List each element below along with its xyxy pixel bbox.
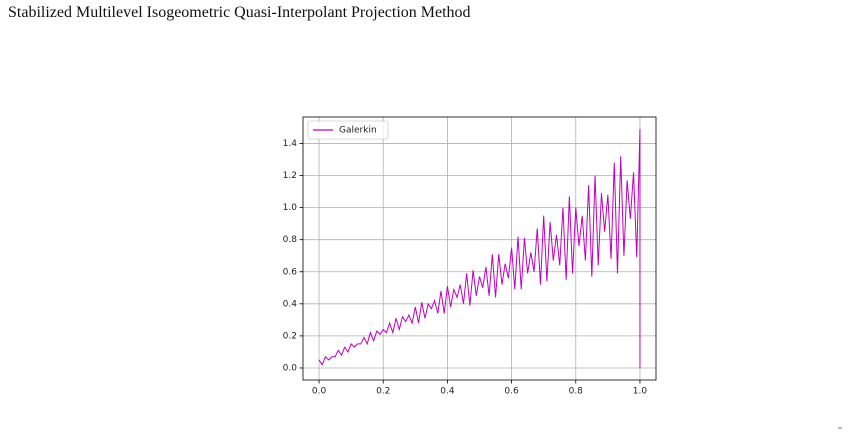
x-tick-label: 0.8 (569, 387, 584, 397)
x-tick-label: 0.4 (440, 387, 455, 397)
x-tick-label: 1.0 (633, 387, 648, 397)
y-tick-label: 1.0 (283, 203, 298, 213)
y-tick-label: 1.4 (283, 139, 298, 149)
axes-frame (302, 116, 657, 381)
y-tick-label: 0.0 (283, 363, 298, 373)
legend-label: Galerkin (339, 126, 377, 136)
data-line (318, 129, 641, 368)
x-tick-label: 0.2 (376, 387, 390, 397)
y-tick-label: 0.4 (283, 299, 298, 309)
page-title: Stabilized Multilevel Isogeometric Quasi… (8, 4, 471, 21)
y-tick-label: 0.6 (283, 267, 298, 277)
y-tick-label: 0.8 (283, 235, 298, 245)
x-tick-label: 0.0 (312, 387, 327, 397)
legend-box (307, 120, 389, 140)
y-tick-label: 1.2 (283, 171, 297, 181)
x-tick-label: 0.6 (504, 387, 519, 397)
y-tick-label: 0.2 (283, 331, 297, 341)
